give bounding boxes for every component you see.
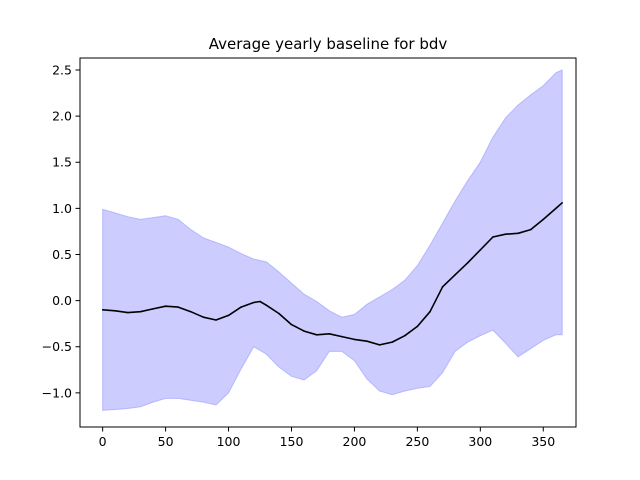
data-point (366, 340, 368, 343)
data-point (555, 207, 557, 210)
data-point (139, 310, 142, 313)
y-tick-label: 0.0 (52, 293, 72, 308)
data-point (391, 341, 394, 343)
y-tick-label: −0.5 (42, 339, 72, 354)
x-tick-label: 100 (217, 434, 241, 449)
x-tick-label: 300 (468, 434, 492, 449)
data-point (190, 310, 192, 313)
y-tick-label: 2.5 (52, 62, 72, 77)
data-point (454, 274, 456, 276)
x-tick-label: 50 (158, 434, 174, 449)
data-point (542, 218, 545, 221)
data-point (416, 325, 419, 328)
data-point (240, 306, 242, 308)
data-point (441, 286, 444, 288)
x-tick-label: 200 (343, 434, 367, 449)
data-point (315, 334, 318, 336)
data-point (353, 338, 356, 341)
data-point (265, 304, 268, 307)
data-point (492, 236, 494, 238)
y-tick-label: 2.0 (52, 109, 72, 124)
data-point (479, 249, 482, 251)
data-point (278, 312, 280, 315)
data-point (101, 309, 104, 311)
data-point (303, 330, 305, 332)
data-point (328, 333, 331, 335)
data-point (341, 335, 343, 338)
x-tick-label: 250 (405, 434, 429, 449)
data-point (152, 308, 154, 310)
axes-frame (79, 57, 577, 428)
chart-title: Average yearly baseline for bdv (209, 35, 448, 53)
data-point (114, 310, 116, 312)
y-tick-label: 1.5 (52, 155, 72, 170)
data-point (504, 233, 507, 235)
axes: 0 50 100 150 200 250 300 350 −1.0 −0.5 0.0 0.5 1.0 1.… (42, 57, 577, 449)
data-point (215, 319, 217, 321)
data-point (466, 262, 469, 264)
data-point (378, 344, 381, 346)
data-point (252, 301, 255, 304)
data-point (290, 323, 293, 326)
x-tick-label: 350 (531, 434, 555, 449)
data-point (202, 316, 205, 319)
plot-area (101, 69, 563, 411)
data-point (127, 311, 129, 314)
data-point (177, 306, 179, 308)
data-point (227, 314, 230, 317)
y-tick-label: 0.5 (52, 247, 72, 262)
data-point (517, 232, 519, 235)
band-area-0 (102, 69, 563, 411)
data-point (259, 300, 261, 303)
data-point (164, 305, 167, 308)
y-tick-label: 1.0 (52, 201, 72, 216)
data-point (561, 202, 563, 204)
data-point (404, 334, 406, 337)
x-tick-label: 0 (99, 434, 107, 449)
data-point (529, 228, 532, 231)
y-tick-label: −1.0 (42, 385, 72, 400)
data-point (429, 310, 431, 313)
x-tick-label: 150 (280, 434, 304, 449)
